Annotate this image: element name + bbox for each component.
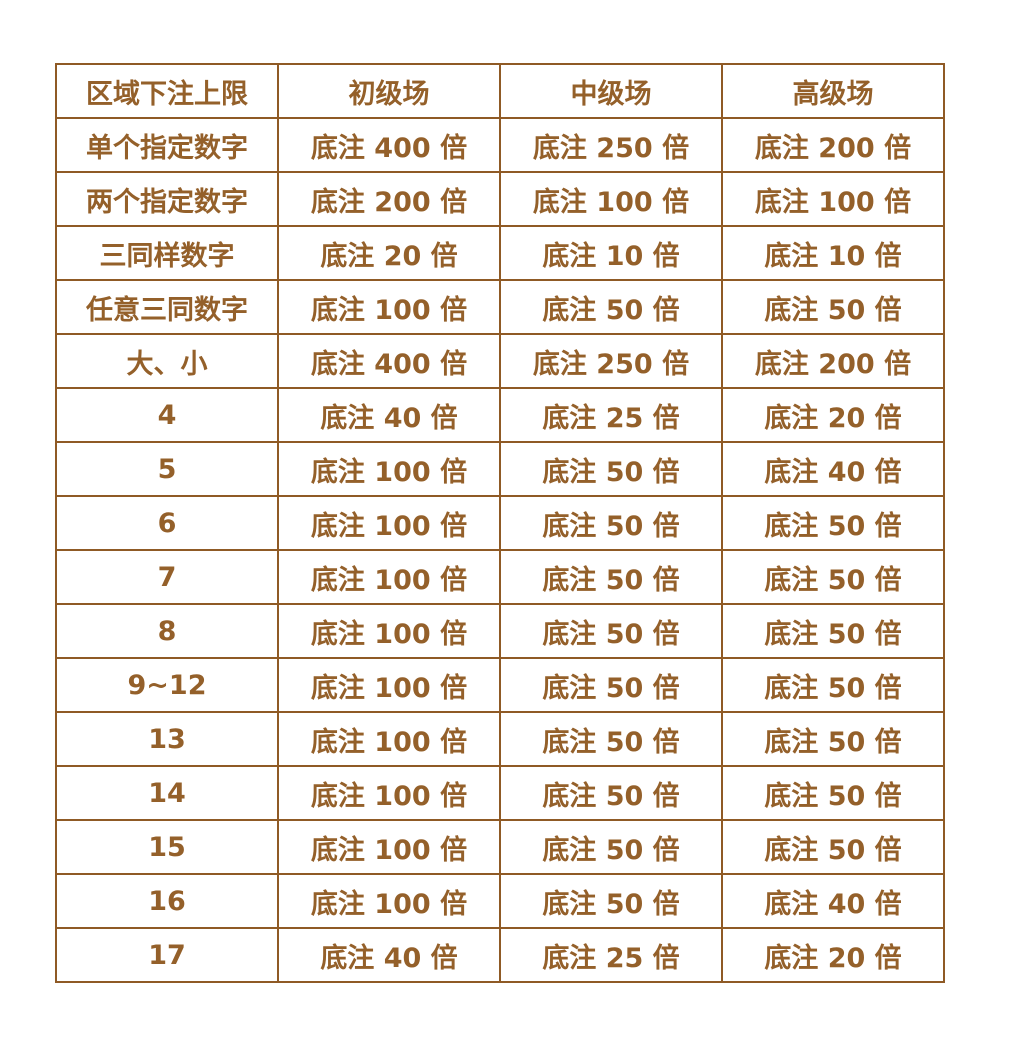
table-row: 8 底注 100 倍底注 50 倍底注 50 倍	[55, 603, 945, 659]
limit-cell: 底注 250 倍	[499, 333, 723, 389]
table-row: 三同样数字 底注 20 倍底注 10 倍底注 10 倍	[55, 225, 945, 281]
row-label-cell: 三同样数字	[55, 225, 279, 281]
row-label-cell: 8	[55, 603, 279, 659]
table-row: 6 底注 100 倍底注 50 倍底注 50 倍	[55, 495, 945, 551]
limit-cell: 底注 100 倍	[277, 279, 501, 335]
limit-cell: 底注 100 倍	[277, 657, 501, 713]
limit-cell: 底注 20 倍	[721, 927, 945, 983]
limit-cell: 底注 50 倍	[499, 549, 723, 605]
limit-cell: 底注 100 倍	[277, 495, 501, 551]
limit-cell: 底注 200 倍	[277, 171, 501, 227]
limit-cell: 中级场	[499, 63, 723, 119]
row-label-cell: 大、小	[55, 333, 279, 389]
limit-cell: 底注 100 倍	[721, 171, 945, 227]
limit-cell: 底注 25 倍	[499, 927, 723, 983]
limit-cell: 底注 50 倍	[721, 711, 945, 767]
limit-cell: 底注 50 倍	[721, 279, 945, 335]
bet-limit-table: 区域下注上限 初级场 中级场 高级场 单个指定数字 底注 400 倍底注 250 倍底注 …	[55, 63, 945, 983]
limit-cell: 底注 50 倍	[721, 765, 945, 821]
table-row: 17 底注 40 倍底注 25 倍底注 20 倍	[55, 927, 945, 983]
row-label-cell: 4	[55, 387, 279, 443]
limit-cell: 底注 40 倍	[721, 873, 945, 929]
row-label-cell: 17	[55, 927, 279, 983]
limit-cell: 底注 25 倍	[499, 387, 723, 443]
table-row: 15 底注 100 倍底注 50 倍底注 50 倍	[55, 819, 945, 875]
limit-cell: 底注 50 倍	[499, 711, 723, 767]
table-row: 两个指定数字 底注 200 倍底注 100 倍底注 100 倍	[55, 171, 945, 227]
row-label-cell: 7	[55, 549, 279, 605]
limit-cell: 底注 250 倍	[499, 117, 723, 173]
limit-cell: 底注 50 倍	[499, 765, 723, 821]
limit-cell: 底注 50 倍	[499, 603, 723, 659]
limit-cell: 底注 50 倍	[499, 873, 723, 929]
limit-cell: 底注 50 倍	[721, 657, 945, 713]
limit-cell: 底注 100 倍	[277, 873, 501, 929]
limit-cell: 底注 50 倍	[499, 441, 723, 497]
limit-cell: 底注 100 倍	[499, 171, 723, 227]
row-label-cell: 区域下注上限	[55, 63, 279, 119]
table-body: 区域下注上限 初级场 中级场 高级场 单个指定数字 底注 400 倍底注 250 倍底注 …	[55, 63, 945, 983]
row-label-cell: 15	[55, 819, 279, 875]
limit-cell: 底注 100 倍	[277, 549, 501, 605]
limit-cell: 底注 50 倍	[721, 819, 945, 875]
row-label-cell: 两个指定数字	[55, 171, 279, 227]
table-row: 5 底注 100 倍底注 50 倍底注 40 倍	[55, 441, 945, 497]
limit-cell: 底注 10 倍	[499, 225, 723, 281]
limit-cell: 底注 50 倍	[721, 603, 945, 659]
table-row: 13 底注 100 倍底注 50 倍底注 50 倍	[55, 711, 945, 767]
row-label-cell: 14	[55, 765, 279, 821]
table-row: 9~12 底注 100 倍底注 50 倍底注 50 倍	[55, 657, 945, 713]
limit-cell: 底注 100 倍	[277, 711, 501, 767]
limit-cell: 底注 50 倍	[499, 495, 723, 551]
table-row: 任意三同数字 底注 100 倍底注 50 倍底注 50 倍	[55, 279, 945, 335]
limit-cell: 底注 20 倍	[721, 387, 945, 443]
limit-cell: 底注 40 倍	[277, 927, 501, 983]
table-row: 大、小 底注 400 倍底注 250 倍底注 200 倍	[55, 333, 945, 389]
limit-cell: 底注 20 倍	[277, 225, 501, 281]
table-row: 4 底注 40 倍底注 25 倍底注 20 倍	[55, 387, 945, 443]
limit-cell: 底注 200 倍	[721, 333, 945, 389]
row-label-cell: 任意三同数字	[55, 279, 279, 335]
limit-cell: 底注 100 倍	[277, 441, 501, 497]
limit-cell: 底注 50 倍	[721, 495, 945, 551]
limit-cell: 底注 400 倍	[277, 333, 501, 389]
row-label-cell: 6	[55, 495, 279, 551]
limit-cell: 底注 10 倍	[721, 225, 945, 281]
limit-cell: 底注 50 倍	[499, 819, 723, 875]
table-row: 7 底注 100 倍底注 50 倍底注 50 倍	[55, 549, 945, 605]
row-label-cell: 9~12	[55, 657, 279, 713]
limit-cell: 底注 400 倍	[277, 117, 501, 173]
header-row: 区域下注上限 初级场 中级场 高级场	[55, 63, 945, 119]
table-row: 16 底注 100 倍底注 50 倍底注 40 倍	[55, 873, 945, 929]
limit-cell: 底注 50 倍	[499, 279, 723, 335]
limit-cell: 高级场	[721, 63, 945, 119]
limit-cell: 底注 50 倍	[721, 549, 945, 605]
table-row: 14 底注 100 倍底注 50 倍底注 50 倍	[55, 765, 945, 821]
limit-cell: 初级场	[277, 63, 501, 119]
table-row: 单个指定数字 底注 400 倍底注 250 倍底注 200 倍	[55, 117, 945, 173]
limit-cell: 底注 100 倍	[277, 819, 501, 875]
limit-cell: 底注 200 倍	[721, 117, 945, 173]
limit-cell: 底注 100 倍	[277, 603, 501, 659]
row-label-cell: 5	[55, 441, 279, 497]
limit-cell: 底注 40 倍	[277, 387, 501, 443]
row-label-cell: 13	[55, 711, 279, 767]
limit-cell: 底注 100 倍	[277, 765, 501, 821]
limit-cell: 底注 40 倍	[721, 441, 945, 497]
limit-cell: 底注 50 倍	[499, 657, 723, 713]
row-label-cell: 16	[55, 873, 279, 929]
row-label-cell: 单个指定数字	[55, 117, 279, 173]
